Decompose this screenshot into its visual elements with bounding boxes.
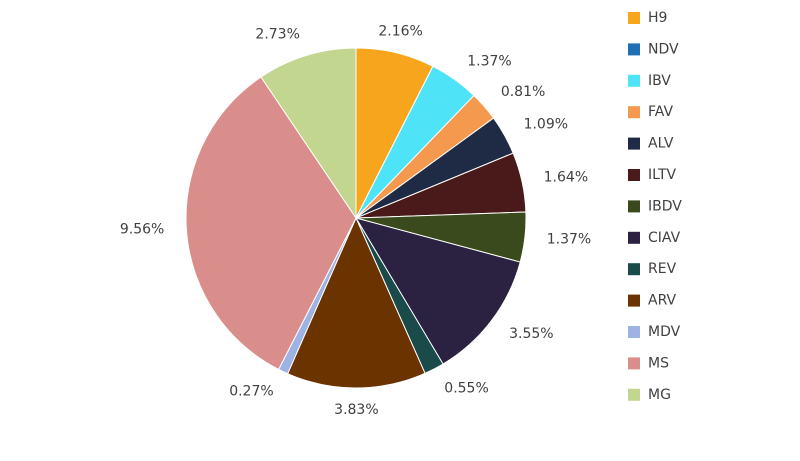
pie-slice — [286, 216, 426, 389]
legend-swatch — [628, 43, 640, 56]
legend-label: IBV — [648, 73, 671, 89]
data-label: 9.56% — [120, 222, 164, 238]
data-label: 0.27% — [229, 383, 273, 399]
legend-swatch — [628, 137, 640, 150]
legend-label: H9 — [648, 10, 667, 26]
legend-swatch — [628, 231, 640, 244]
legend-swatch — [628, 74, 640, 87]
legend-label: IBDV — [648, 198, 682, 214]
legend-swatch — [628, 388, 640, 401]
legend-label: MDV — [648, 324, 681, 340]
legend-label: ILTV — [648, 167, 677, 183]
legend-swatch — [628, 12, 640, 24]
data-label: 0.55% — [444, 380, 488, 396]
legend-label: CIAV — [648, 230, 681, 246]
legend-label: REV — [648, 261, 677, 277]
legend-swatch — [628, 294, 640, 307]
pie-slice — [185, 76, 357, 371]
legend-label: MG — [648, 387, 671, 403]
data-label: 1.37% — [467, 54, 511, 70]
legend-label: ARV — [648, 293, 677, 309]
legend-label: ALV — [648, 136, 674, 152]
legend-swatch — [628, 357, 640, 370]
data-label: 0.81% — [501, 84, 545, 100]
data-label: 3.55% — [509, 326, 553, 342]
pie-slice — [260, 47, 357, 220]
data-label: 3.83% — [334, 402, 378, 418]
legend-label: FAV — [648, 104, 673, 120]
legend-label: MS — [648, 355, 669, 371]
data-label: 1.37% — [547, 232, 591, 248]
legend-swatch — [628, 106, 640, 119]
pie-slice — [354, 217, 521, 365]
data-label: 2.16% — [378, 23, 422, 39]
legend-swatch — [628, 200, 640, 213]
legend-swatch — [628, 326, 640, 338]
legend-label: NDV — [648, 41, 679, 57]
legend-swatch — [628, 169, 640, 181]
data-label: 1.64% — [544, 169, 588, 185]
data-label: 2.73% — [255, 26, 299, 42]
data-label: 1.09% — [524, 116, 568, 132]
legend-swatch — [628, 263, 640, 276]
